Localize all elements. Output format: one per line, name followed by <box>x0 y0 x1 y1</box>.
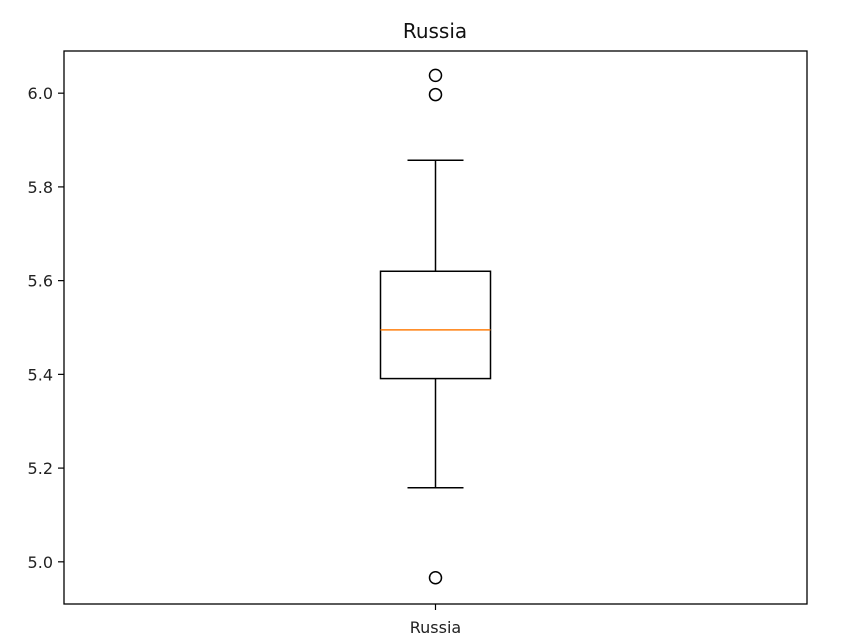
outlier-point <box>428 68 443 83</box>
outlier-point <box>428 571 443 585</box>
y-tick-label: 5.6 <box>28 272 53 291</box>
plot-area-frame <box>63 50 808 605</box>
x-tick-label: Russia <box>410 618 461 637</box>
y-tick-label: 6.0 <box>28 84 53 103</box>
y-axis: 5.0 5.2 5.4 5.6 5.8 6.0 <box>28 84 64 572</box>
x-axis: Russia <box>410 604 461 637</box>
y-tick-label: 5.0 <box>28 553 53 572</box>
iqr-box <box>379 270 492 380</box>
box-series <box>379 68 492 585</box>
chart-title: Russia <box>403 19 467 43</box>
y-tick-label: 5.8 <box>28 178 53 197</box>
y-tick-label: 5.2 <box>28 459 53 478</box>
y-tick-label: 5.4 <box>28 365 53 384</box>
outlier-point <box>428 87 443 102</box>
